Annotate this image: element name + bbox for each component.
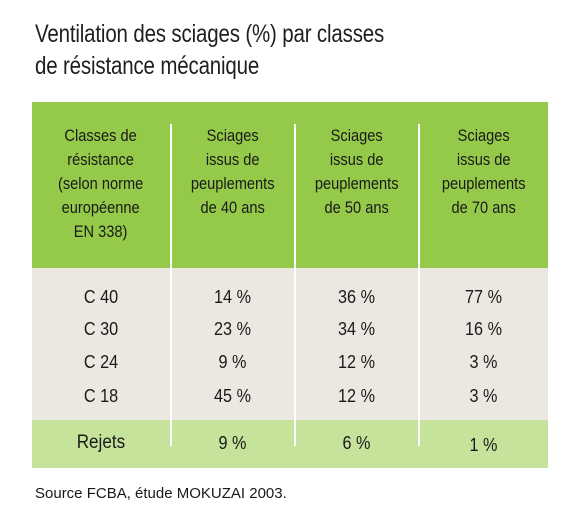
header-line: peuplements <box>442 174 526 193</box>
table-cell: 34 % <box>338 319 376 339</box>
table-body <box>32 268 548 420</box>
table-footer-row <box>32 420 548 468</box>
header-line: peuplements <box>315 174 399 193</box>
table-cell-rejets: 6 % <box>343 433 371 453</box>
header-line: EN 338) <box>74 222 128 241</box>
header-line: de 50 ans <box>324 198 390 217</box>
header-line: peuplements <box>191 174 275 193</box>
header-line: issus de <box>457 150 511 169</box>
table-cell-rejets: 9 % <box>219 433 247 453</box>
table-cell: 12 % <box>338 386 376 406</box>
header-line: issus de <box>206 150 260 169</box>
table-cell: 16 % <box>465 319 503 339</box>
header-line: résistance <box>67 150 135 169</box>
header-line: Sciages <box>206 126 260 145</box>
source-note: Source FCBA, étude MOKUZAI 2003. <box>35 485 287 502</box>
title-line-2: de résistance mécanique <box>35 52 260 80</box>
table-cell: 45 % <box>214 386 252 406</box>
table-cell: 36 % <box>338 287 376 307</box>
table-cell: 3 % <box>470 386 498 406</box>
table-cell: 23 % <box>214 319 252 339</box>
table-cell: 14 % <box>214 287 252 307</box>
header-line: issus de <box>330 150 384 169</box>
table-cell: 12 % <box>338 352 376 372</box>
table-cell-rejets: 1 % <box>470 435 498 455</box>
table-cell-rejets-label: Rejets <box>76 432 126 453</box>
header-line: Sciages <box>330 126 384 145</box>
header-line: de 40 ans <box>200 198 266 217</box>
header-line: Classes de <box>64 126 138 145</box>
header-cell-70-ans: Sciages issus de peuplements de 70 ans <box>420 124 548 220</box>
table-cell-class: C 24 <box>83 352 119 372</box>
header-line: (selon norme <box>58 174 144 193</box>
header-line: de 70 ans <box>451 198 517 217</box>
table-cell-class: C 40 <box>83 287 119 307</box>
page-title: Ventilation des sciages (%) par classes … <box>35 18 560 82</box>
column-divider <box>170 124 172 446</box>
table-header <box>32 102 548 268</box>
table-cell: 3 % <box>470 352 498 372</box>
table-cell-class: C 30 <box>83 319 119 339</box>
results-table: Classes de résistance (selon norme europ… <box>32 102 548 468</box>
header-line: européenne <box>61 198 141 217</box>
title-line-1: Ventilation des sciages (%) par classes <box>35 20 385 48</box>
column-divider <box>294 124 296 446</box>
table-cell: 77 % <box>465 287 503 307</box>
table-cell: 9 % <box>219 352 247 372</box>
table-cell-class: C 18 <box>83 386 119 406</box>
column-divider <box>418 124 420 446</box>
header-cell-40-ans: Sciages issus de peuplements de 40 ans <box>172 124 294 220</box>
header-line: Sciages <box>457 126 511 145</box>
header-cell-classes: Classes de résistance (selon norme europ… <box>32 124 170 244</box>
header-cell-50-ans: Sciages issus de peuplements de 50 ans <box>296 124 418 220</box>
